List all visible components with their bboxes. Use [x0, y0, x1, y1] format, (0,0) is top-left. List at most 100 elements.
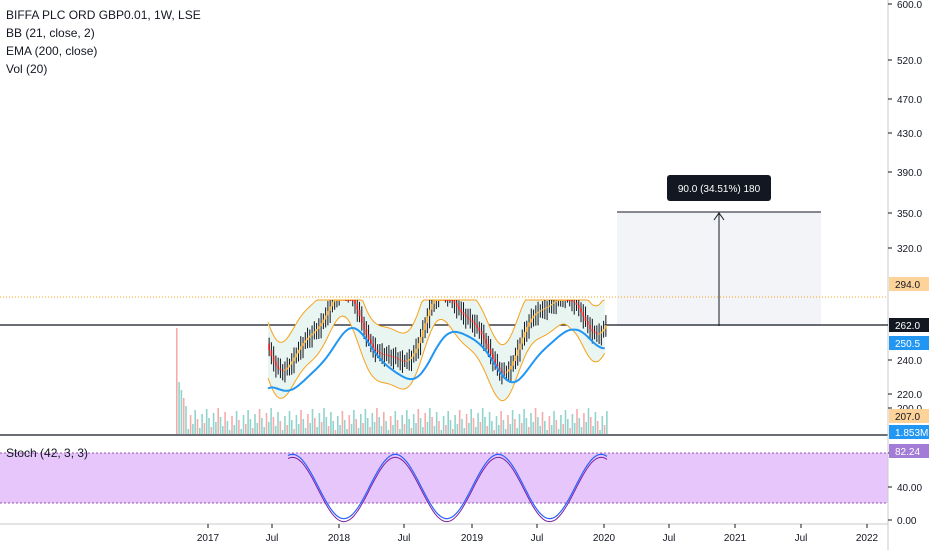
candle-body: [593, 331, 596, 334]
candle-body: [388, 355, 390, 357]
candle-body: [431, 303, 433, 310]
volume-bar: [270, 408, 272, 434]
candle-body: [345, 300, 347, 301]
candle-body: [272, 356, 275, 362]
candle-body: [372, 344, 374, 348]
time-axis[interactable]: 2017 Jul 2018 Jul 2019 Jul 2020 Jul 2021 Jul 2022: [197, 524, 879, 544]
volume-bar: [419, 418, 422, 434]
price-tick-label: 240.0: [897, 356, 922, 367]
candle-body: [284, 369, 286, 371]
candle-body: [412, 353, 415, 357]
candle-body: [521, 337, 524, 344]
candle-body: [295, 353, 298, 358]
candle-body: [487, 343, 490, 350]
candle-body: [329, 306, 331, 311]
volume-bar: [511, 410, 514, 434]
symbol-title[interactable]: BIFFA PLC ORD GBP0.01, 1W, LSE: [6, 8, 201, 22]
volume-bar: [500, 411, 502, 434]
stoch-lines: [287, 453, 608, 523]
volume-bar: [452, 429, 454, 434]
candle-body: [510, 365, 512, 370]
volume-bar: [194, 410, 196, 434]
time-tick-label: 2017: [197, 533, 220, 544]
volume-bar: [583, 413, 585, 434]
candle-body: [419, 336, 422, 344]
candle-body: [286, 367, 289, 370]
price-tick-label: 600.0: [897, 0, 922, 11]
volume-bar: [426, 422, 429, 434]
time-tick-label: Jul: [663, 533, 676, 544]
volume-bar: [254, 414, 256, 434]
indicator-ema[interactable]: EMA (200, close): [6, 44, 98, 58]
volume-bar: [516, 428, 518, 434]
volume-bar: [288, 411, 291, 434]
volume-bar: [325, 417, 328, 434]
chart-legend[interactable]: BIFFA PLC ORD GBP0.01, 1W, LSE BB (21, c…: [6, 6, 201, 78]
volume-bar: [242, 415, 245, 434]
volume-bar: [293, 429, 295, 434]
candle-body: [318, 326, 320, 329]
volume-bar: [217, 408, 219, 434]
candle-body: [342, 300, 345, 301]
candle-body: [347, 300, 350, 301]
candle-body: [356, 303, 359, 310]
volume-bar: [327, 426, 330, 434]
price-tag: [889, 336, 929, 350]
candle-body: [383, 354, 386, 356]
volume-bar: [548, 416, 551, 434]
ema-line: [267, 326, 605, 392]
price-axis[interactable]: 600.0 520.0 470.0 430.0 390.0 350.0 320.0 240.0…: [888, 0, 922, 415]
indicator-vol[interactable]: Vol (20): [6, 62, 48, 76]
stoch-indicator-label[interactable]: Stoch (42, 3, 3): [6, 446, 89, 460]
volume-bar: [491, 421, 493, 434]
candle-body: [406, 360, 408, 362]
candle-body: [421, 330, 424, 337]
candle-body: [544, 308, 546, 310]
candle-body: [401, 360, 404, 362]
candle-body: [473, 322, 476, 325]
candle-body: [311, 333, 313, 336]
candle-body: [437, 300, 440, 301]
candle-body: [351, 300, 354, 301]
candle-body: [433, 300, 435, 304]
price-tick-label: 220.0: [897, 390, 922, 401]
volume-bar: [176, 328, 178, 434]
volume-bar: [215, 422, 217, 434]
candle-body: [507, 369, 510, 372]
volume-bar: [585, 422, 587, 434]
volume-bar: [316, 427, 318, 434]
volume-bar: [268, 422, 270, 434]
volume-bar: [557, 429, 560, 434]
time-tick-label: 2020: [593, 533, 616, 544]
candle-body: [476, 324, 478, 328]
candle-body: [426, 316, 429, 324]
volume-bar: [592, 426, 594, 434]
volume-bar: [364, 409, 367, 434]
volume-bar: [279, 421, 282, 434]
volume-bar: [334, 430, 337, 434]
volume-bar: [587, 408, 590, 434]
volume-bar: [550, 425, 553, 434]
volume-bar: [360, 414, 362, 434]
candle-body: [498, 367, 501, 371]
volume-bar: [410, 428, 413, 434]
candle-body: [315, 328, 318, 332]
time-tick-label: 2018: [328, 533, 351, 544]
volume-bar: [470, 409, 472, 434]
candle-body: [523, 331, 526, 338]
candle-body: [293, 357, 295, 362]
volume-bar: [346, 429, 348, 434]
volume-bar: [567, 419, 569, 434]
candle-body: [358, 309, 361, 317]
candle-body: [541, 309, 544, 311]
indicator-bb[interactable]: BB (21, close, 2): [6, 26, 95, 40]
candle-body: [586, 320, 589, 326]
volume-bar: [463, 428, 466, 434]
volume-bar: [518, 414, 521, 434]
volume-bar: [569, 428, 571, 434]
volume-bar: [438, 421, 440, 434]
candle-body: [462, 312, 465, 315]
volume-bar: [435, 412, 438, 434]
candle-body: [376, 350, 379, 353]
